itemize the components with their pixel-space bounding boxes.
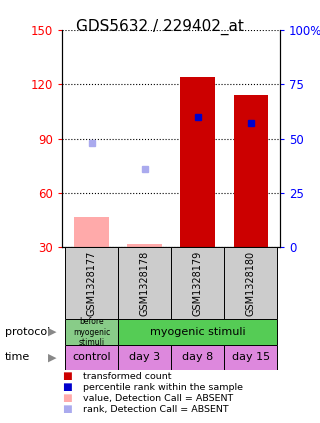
Text: day 3: day 3 xyxy=(129,352,160,363)
Text: protocol: protocol xyxy=(5,327,50,337)
FancyBboxPatch shape xyxy=(65,345,118,370)
FancyBboxPatch shape xyxy=(118,319,277,345)
Text: GSM1328177: GSM1328177 xyxy=(87,251,97,316)
Bar xyxy=(127,244,162,247)
Text: day 15: day 15 xyxy=(232,352,270,363)
Text: transformed count: transformed count xyxy=(83,372,172,381)
Text: time: time xyxy=(5,352,30,363)
FancyBboxPatch shape xyxy=(224,247,277,319)
FancyBboxPatch shape xyxy=(171,345,224,370)
Text: day 8: day 8 xyxy=(182,352,213,363)
Text: before
myogenic
stimuli: before myogenic stimuli xyxy=(73,317,110,347)
Text: ■: ■ xyxy=(62,393,72,404)
Bar xyxy=(234,95,268,247)
Text: rank, Detection Call = ABSENT: rank, Detection Call = ABSENT xyxy=(83,405,229,414)
Bar xyxy=(74,217,109,247)
Text: ■: ■ xyxy=(62,371,72,382)
FancyBboxPatch shape xyxy=(224,345,277,370)
Text: ■: ■ xyxy=(62,404,72,415)
FancyBboxPatch shape xyxy=(118,345,171,370)
FancyBboxPatch shape xyxy=(171,247,224,319)
Text: GSM1328178: GSM1328178 xyxy=(140,251,150,316)
Text: control: control xyxy=(72,352,111,363)
FancyBboxPatch shape xyxy=(118,247,171,319)
Text: GDS5632 / 229402_at: GDS5632 / 229402_at xyxy=(76,19,244,35)
Text: value, Detection Call = ABSENT: value, Detection Call = ABSENT xyxy=(83,394,234,403)
Bar xyxy=(180,77,215,247)
Text: GSM1328180: GSM1328180 xyxy=(246,251,256,316)
Text: percentile rank within the sample: percentile rank within the sample xyxy=(83,383,243,392)
Text: ▶: ▶ xyxy=(47,352,56,363)
Text: myogenic stimuli: myogenic stimuli xyxy=(150,327,245,337)
FancyBboxPatch shape xyxy=(65,319,118,345)
Text: GSM1328179: GSM1328179 xyxy=(193,251,203,316)
FancyBboxPatch shape xyxy=(65,247,118,319)
Text: ■: ■ xyxy=(62,382,72,393)
Text: ▶: ▶ xyxy=(47,327,56,337)
